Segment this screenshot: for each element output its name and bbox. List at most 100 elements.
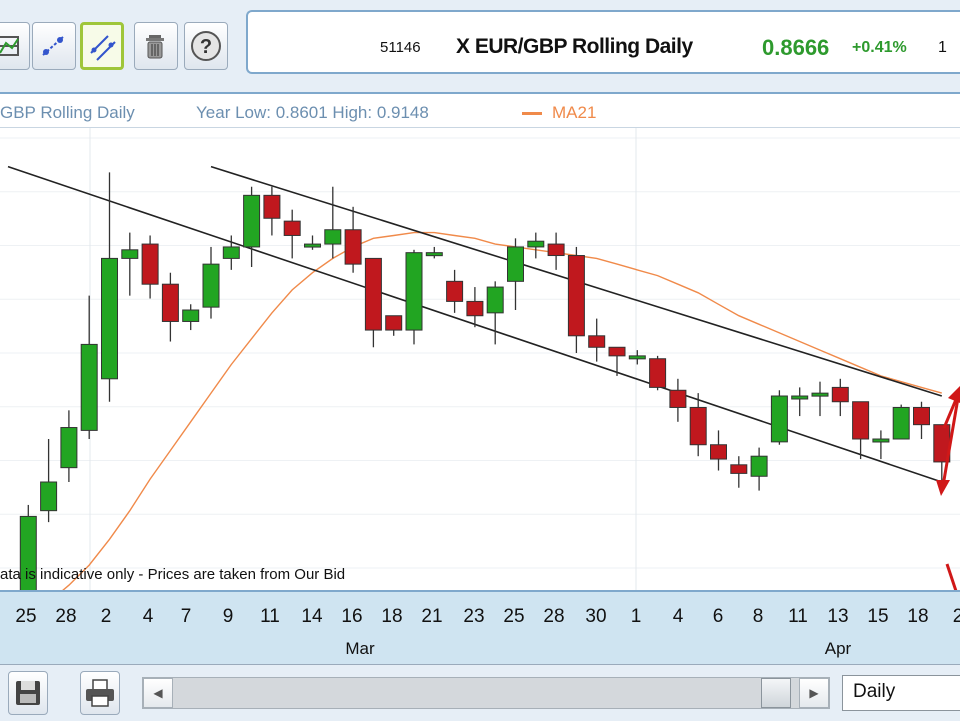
candle-body xyxy=(223,247,239,258)
candle-body xyxy=(914,407,930,424)
candle-body xyxy=(609,347,625,356)
x-tick-label: 14 xyxy=(301,606,322,628)
candle-body xyxy=(650,359,666,388)
candle-body xyxy=(122,250,138,259)
candle-body xyxy=(386,316,402,330)
instrument-name: X EUR/GBP Rolling Daily xyxy=(456,35,693,59)
x-tick-label: 28 xyxy=(55,606,76,628)
candle-body xyxy=(81,344,97,430)
x-tick-label: 28 xyxy=(543,606,564,628)
candle-body xyxy=(771,396,787,442)
floppy-disk-icon xyxy=(13,678,43,708)
candle-body xyxy=(365,258,381,330)
ma-swatch xyxy=(522,112,542,115)
delete-button[interactable] xyxy=(134,22,178,70)
chart-plot-area[interactable] xyxy=(0,128,960,590)
x-tick-label: 8 xyxy=(753,606,764,628)
bottom-toolbar: ◀ ▶ Daily xyxy=(0,664,960,721)
period-select[interactable]: Daily xyxy=(842,675,960,711)
chart-grid-icon xyxy=(0,31,22,61)
x-month-label: Mar xyxy=(345,639,374,659)
ticker-panel: 51146 X EUR/GBP Rolling Daily 0.8666 +0.… xyxy=(246,10,960,74)
printer-icon xyxy=(84,678,116,708)
current-price: 0.8666 xyxy=(762,35,829,61)
chevron-right-icon: ▶ xyxy=(809,686,818,700)
x-tick-label: 30 xyxy=(585,606,606,628)
x-tick-label: 2 xyxy=(101,606,112,628)
candle-body xyxy=(162,284,178,321)
parallel-channel-icon xyxy=(88,33,118,63)
candle-body xyxy=(873,439,889,442)
candle-body xyxy=(568,256,584,336)
candle-body xyxy=(589,336,605,347)
scroll-thumb[interactable] xyxy=(761,678,791,708)
candle-body xyxy=(487,287,503,313)
parallel-channel-button[interactable] xyxy=(80,22,124,70)
x-tick-label: 23 xyxy=(463,606,484,628)
candle-body xyxy=(305,244,321,247)
x-tick-label: 21 xyxy=(421,606,442,628)
candle-body xyxy=(325,230,341,244)
candle-body xyxy=(244,195,260,247)
ma21-line xyxy=(8,233,942,590)
horizontal-scrollbar[interactable]: ◀ ▶ xyxy=(142,677,830,709)
x-tick-label: 4 xyxy=(143,606,154,628)
candle-body xyxy=(41,482,57,511)
candle-body xyxy=(102,258,118,378)
scroll-left-button[interactable]: ◀ xyxy=(143,678,173,708)
draw-line-button[interactable] xyxy=(32,22,76,70)
candle-body xyxy=(142,244,158,284)
candle-body xyxy=(670,390,686,407)
x-tick-label: 11 xyxy=(788,606,808,628)
instrument-code: 51146 xyxy=(380,39,421,56)
x-tick-label: 15 xyxy=(867,606,888,628)
x-tick-label: 1 xyxy=(631,606,642,628)
x-tick-label: 11 xyxy=(260,606,280,628)
ticker-extra: 1 xyxy=(938,39,947,57)
scroll-right-button[interactable]: ▶ xyxy=(799,678,829,708)
chart-toolbar: ? 51146 X EUR/GBP Rolling Daily 0.8666 +… xyxy=(0,0,960,94)
candle-body xyxy=(264,195,280,218)
x-month-label: Apr xyxy=(825,639,851,659)
chevron-left-icon: ◀ xyxy=(153,686,162,700)
candle-body xyxy=(203,264,219,307)
candle-body xyxy=(711,445,727,459)
candle-body xyxy=(528,241,544,247)
x-tick-label: 16 xyxy=(341,606,362,628)
x-tick-label: 13 xyxy=(827,606,848,628)
candle-body xyxy=(812,393,828,396)
candle-body xyxy=(832,387,848,401)
candlestick-chart xyxy=(0,128,960,590)
candle-body xyxy=(508,247,524,281)
price-change: +0.41% xyxy=(852,39,907,57)
x-tick-label: 25 xyxy=(15,606,36,628)
chart-legend: GBP Rolling Daily Year Low: 0.8601 High:… xyxy=(0,97,960,128)
x-tick-label: 7 xyxy=(181,606,192,628)
legend-ma-label: MA21 xyxy=(552,103,596,123)
help-button[interactable]: ? xyxy=(184,22,228,70)
save-button[interactable] xyxy=(8,671,48,715)
legend-instrument: GBP Rolling Daily xyxy=(0,103,135,123)
chart-grid-button[interactable] xyxy=(0,22,30,70)
candle-body xyxy=(629,356,645,359)
candle-body xyxy=(548,244,564,255)
candle-body xyxy=(406,253,422,330)
candle-body xyxy=(61,428,77,468)
candle-body xyxy=(183,310,199,321)
x-tick-label: 2 xyxy=(953,606,960,628)
help-icon: ? xyxy=(189,29,223,63)
print-button[interactable] xyxy=(80,671,120,715)
x-tick-label: 6 xyxy=(713,606,724,628)
draw-line-icon xyxy=(38,31,68,61)
candle-body xyxy=(284,221,300,235)
candle-body xyxy=(426,253,442,256)
candle-body xyxy=(751,456,767,476)
candle-body xyxy=(893,407,909,439)
candle-body xyxy=(447,281,463,301)
x-tick-label: 18 xyxy=(907,606,928,628)
candle-body xyxy=(690,407,706,444)
x-tick-label: 9 xyxy=(223,606,234,628)
candle-body xyxy=(345,230,361,264)
candle-body xyxy=(731,465,747,474)
x-tick-label: 25 xyxy=(503,606,524,628)
